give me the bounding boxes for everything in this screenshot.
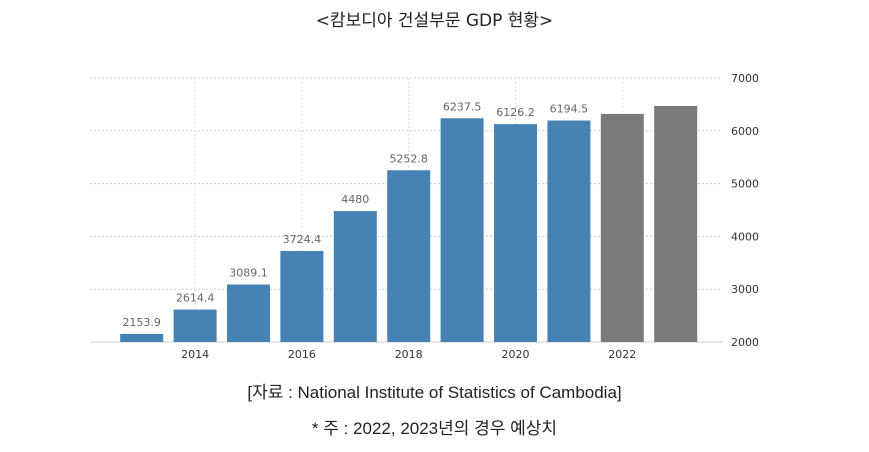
- bar: [654, 105, 698, 342]
- bar-value-label: 4480: [341, 193, 369, 206]
- chart-title: <캄보디아 건설부문 GDP 현황>: [315, 11, 554, 31]
- bar: [173, 309, 217, 342]
- bar-value-label: 2153.9: [122, 316, 161, 329]
- x-tick-label: 2020: [502, 348, 530, 361]
- bar: [333, 211, 377, 342]
- x-tick-label: 2022: [608, 348, 636, 361]
- bar-value-label: 6237.5: [443, 100, 482, 113]
- bar-value-label: 6126.2: [496, 106, 535, 119]
- bars: [120, 105, 698, 343]
- x-axis-ticks: 2014 2016 2018 2020 2022: [181, 348, 636, 361]
- bar-value-label: 2614.4: [176, 292, 215, 305]
- x-tick-label: 2016: [288, 348, 316, 361]
- bar: [280, 250, 324, 342]
- y-axis-ticks: 2000 3000 4000 5000 6000 7000: [731, 72, 759, 349]
- y-tick-label: 2000: [731, 336, 759, 349]
- forecast-note: * 주 : 2022, 2023년의 경우 예상치: [311, 419, 558, 438]
- bar: [547, 120, 591, 343]
- bar: [600, 113, 644, 343]
- bar: [387, 170, 431, 342]
- y-tick-label: 7000: [731, 72, 759, 85]
- y-tick-label: 3000: [731, 283, 759, 296]
- source-note: [자료 : National Institute of Statistics o…: [247, 383, 622, 402]
- data-labels: 2153.9 2614.4 3089.1 3724.4 4480 5252.8 6237.5…: [122, 100, 588, 329]
- bar: [227, 284, 270, 342]
- y-tick-label: 4000: [731, 230, 759, 243]
- bar: [440, 118, 484, 342]
- bar-value-label: 5252.8: [389, 152, 428, 165]
- bar-value-label: 3089.1: [229, 266, 268, 279]
- x-tick-label: 2014: [181, 348, 209, 361]
- bar-value-label: 6194.5: [550, 103, 589, 116]
- x-tick-label: 2018: [395, 348, 423, 361]
- y-tick-label: 5000: [731, 178, 759, 191]
- bar-value-label: 3724.4: [283, 233, 322, 246]
- y-tick-label: 6000: [731, 125, 759, 138]
- bar: [494, 124, 537, 342]
- bar: [120, 333, 164, 342]
